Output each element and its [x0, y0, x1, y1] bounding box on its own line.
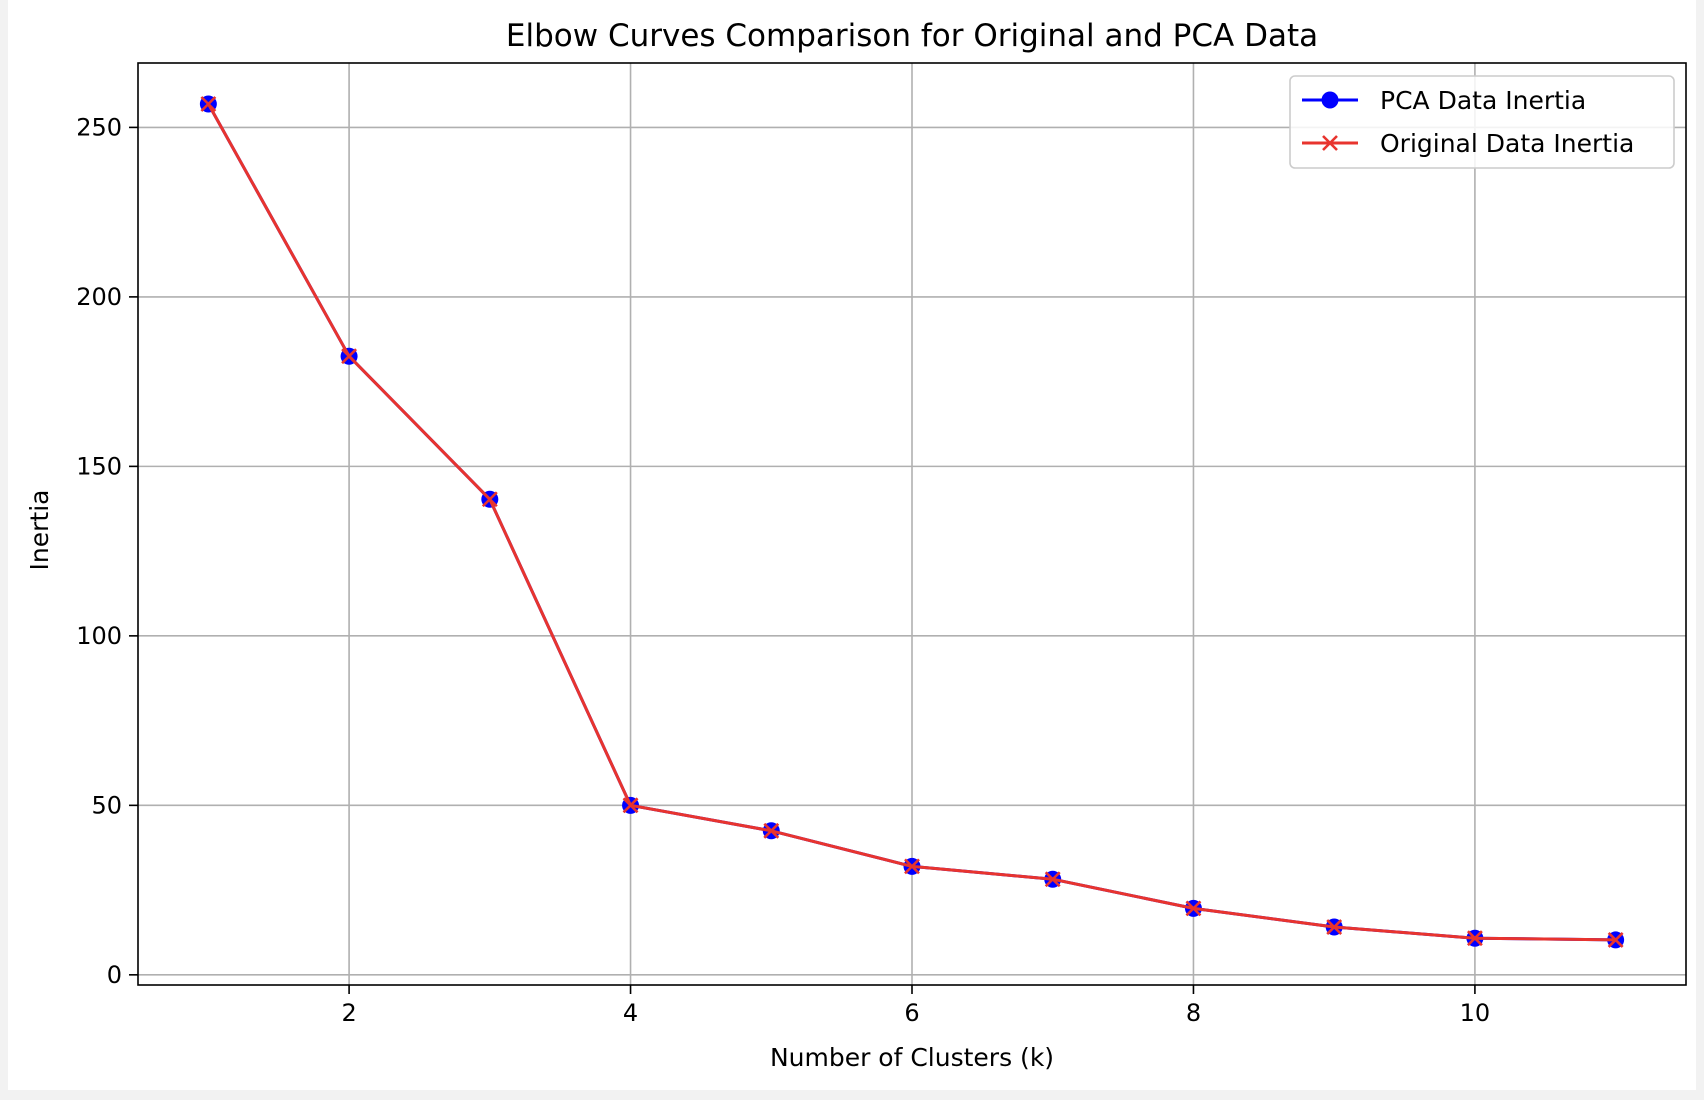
legend-label: Original Data Inertia	[1380, 129, 1634, 158]
y-tick-label: 100	[76, 622, 122, 650]
data-point	[1044, 871, 1061, 888]
y-axis-ticks: 0 50 100 150 200 250	[76, 113, 138, 989]
x-tick-label: 10	[1460, 999, 1491, 1027]
x-tick-label: 8	[1186, 999, 1201, 1027]
legend-item: Original Data Inertia	[1302, 129, 1634, 158]
x-tick-label: 4	[623, 999, 638, 1027]
y-tick-label: 200	[76, 283, 122, 311]
x-tick-label: 6	[904, 999, 919, 1027]
data-point	[1607, 931, 1624, 948]
legend-marker	[1322, 135, 1338, 151]
data-point	[1326, 919, 1343, 935]
y-tick-label: 0	[107, 961, 122, 989]
legend-label: PCA Data Inertia	[1380, 86, 1586, 115]
chart-title: Elbow Curves Comparison for Original and…	[506, 18, 1318, 54]
series-2	[200, 96, 1624, 948]
series-layer	[199, 95, 1625, 949]
x-axis-ticks: 2 4 6 8 10	[341, 985, 1490, 1027]
y-tick-label: 50	[91, 791, 122, 819]
data-point	[200, 96, 217, 112]
data-point	[1466, 930, 1483, 947]
y-tick-label: 150	[76, 452, 122, 480]
x-tick-label: 2	[341, 999, 356, 1027]
y-tick-label: 250	[76, 113, 122, 141]
y-axis-label: Inertia	[25, 490, 54, 571]
legend: PCA Data Inertia Original Data Inertia	[1289, 75, 1675, 169]
legend-marker	[1321, 91, 1339, 109]
figure-background	[8, 0, 1696, 1090]
data-point	[904, 858, 920, 875]
legend-item: PCA Data Inertia	[1302, 86, 1586, 115]
legend-box	[1289, 75, 1675, 169]
x-axis-label: Number of Clusters (k)	[770, 1043, 1054, 1072]
data-point	[481, 491, 498, 508]
data-point	[763, 822, 780, 839]
data-point	[1185, 900, 1202, 917]
data-point	[622, 797, 639, 814]
data-point	[341, 348, 358, 365]
